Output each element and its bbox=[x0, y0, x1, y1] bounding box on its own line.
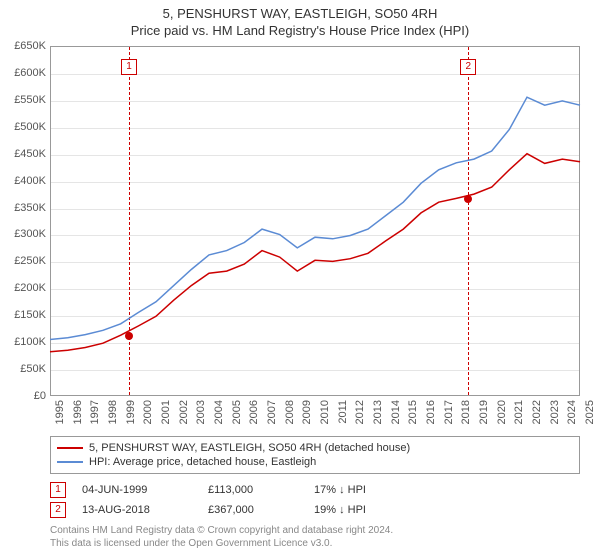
x-axis-label: 2005 bbox=[231, 400, 243, 424]
sales-row-price: £367,000 bbox=[208, 504, 298, 516]
x-axis-label: 2013 bbox=[372, 400, 384, 424]
y-axis-label: £0 bbox=[0, 390, 46, 402]
legend-row: 5, PENSHURST WAY, EASTLEIGH, SO50 4RH (d… bbox=[57, 441, 573, 455]
y-axis-label: £400K bbox=[0, 175, 46, 187]
legend: 5, PENSHURST WAY, EASTLEIGH, SO50 4RH (d… bbox=[50, 436, 580, 474]
y-axis-label: £250K bbox=[0, 255, 46, 267]
sales-row: 2 13-AUG-2018 £367,000 19% ↓ HPI bbox=[50, 500, 580, 520]
series-hpi bbox=[50, 97, 580, 339]
x-axis-label: 2015 bbox=[407, 400, 419, 424]
x-axis-label: 2021 bbox=[513, 400, 525, 424]
chart-svg bbox=[50, 46, 580, 396]
sales-row-diff: 17% ↓ HPI bbox=[314, 484, 424, 496]
y-axis-label: £500K bbox=[0, 121, 46, 133]
x-axis-label: 2017 bbox=[443, 400, 455, 424]
x-axis-label: 2023 bbox=[549, 400, 561, 424]
x-axis-label: 1997 bbox=[89, 400, 101, 424]
y-axis-label: £200K bbox=[0, 282, 46, 294]
x-axis-label: 2018 bbox=[460, 400, 472, 424]
x-axis-label: 2012 bbox=[354, 400, 366, 424]
x-axis-label: 2008 bbox=[284, 400, 296, 424]
x-axis-label: 2022 bbox=[531, 400, 543, 424]
x-axis-label: 2014 bbox=[390, 400, 402, 424]
x-axis-label: 2000 bbox=[142, 400, 154, 424]
attribution: Contains HM Land Registry data © Crown c… bbox=[50, 524, 580, 550]
sales-row-price: £113,000 bbox=[208, 484, 298, 496]
series-price_paid bbox=[50, 154, 580, 352]
y-axis-label: £350K bbox=[0, 202, 46, 214]
sales-row-date: 04-JUN-1999 bbox=[82, 484, 192, 496]
x-axis-label: 2010 bbox=[319, 400, 331, 424]
sales-row-diff: 19% ↓ HPI bbox=[314, 504, 424, 516]
y-axis-label: £150K bbox=[0, 309, 46, 321]
legend-row: HPI: Average price, detached house, East… bbox=[57, 455, 573, 469]
y-axis-label: £600K bbox=[0, 67, 46, 79]
y-axis-label: £450K bbox=[0, 148, 46, 160]
x-axis-label: 2019 bbox=[478, 400, 490, 424]
y-axis-label: £100K bbox=[0, 336, 46, 348]
legend-label: HPI: Average price, detached house, East… bbox=[89, 456, 316, 468]
x-axis-label: 1996 bbox=[72, 400, 84, 424]
x-axis-label: 2007 bbox=[266, 400, 278, 424]
sales-row-num: 2 bbox=[50, 502, 66, 518]
legend-label: 5, PENSHURST WAY, EASTLEIGH, SO50 4RH (d… bbox=[89, 442, 410, 454]
x-axis-label: 2020 bbox=[496, 400, 508, 424]
chart-container: 5, PENSHURST WAY, EASTLEIGH, SO50 4RH Pr… bbox=[0, 0, 600, 560]
x-axis-label: 2002 bbox=[178, 400, 190, 424]
chart-area: 12 £0£50K£100K£150K£200K£250K£300K£350K£… bbox=[50, 46, 580, 396]
sales-table: 1 04-JUN-1999 £113,000 17% ↓ HPI 2 13-AUG-201… bbox=[50, 480, 580, 520]
legend-swatch bbox=[57, 447, 83, 449]
x-axis-label: 2009 bbox=[301, 400, 313, 424]
x-axis-label: 2016 bbox=[425, 400, 437, 424]
sales-row: 1 04-JUN-1999 £113,000 17% ↓ HPI bbox=[50, 480, 580, 500]
x-axis-label: 2011 bbox=[337, 400, 349, 424]
x-axis-label: 1995 bbox=[54, 400, 66, 424]
page-subtitle: Price paid vs. HM Land Registry's House … bbox=[0, 21, 600, 38]
y-axis-label: £300K bbox=[0, 228, 46, 240]
y-axis-label: £50K bbox=[0, 363, 46, 375]
x-axis-label: 2024 bbox=[566, 400, 578, 424]
page-title: 5, PENSHURST WAY, EASTLEIGH, SO50 4RH bbox=[0, 0, 600, 21]
sales-row-num: 1 bbox=[50, 482, 66, 498]
x-axis-label: 2025 bbox=[584, 400, 596, 424]
y-axis-label: £550K bbox=[0, 94, 46, 106]
attribution-line-1: Contains HM Land Registry data © Crown c… bbox=[50, 524, 580, 537]
sales-row-date: 13-AUG-2018 bbox=[82, 504, 192, 516]
x-axis-label: 2001 bbox=[160, 400, 172, 424]
x-axis-label: 1998 bbox=[107, 400, 119, 424]
x-axis-label: 1999 bbox=[125, 400, 137, 424]
attribution-line-2: This data is licensed under the Open Gov… bbox=[50, 537, 580, 550]
x-axis-label: 2004 bbox=[213, 400, 225, 424]
x-axis-label: 2003 bbox=[195, 400, 207, 424]
x-axis-label: 2006 bbox=[248, 400, 260, 424]
y-axis-label: £650K bbox=[0, 40, 46, 52]
legend-swatch bbox=[57, 461, 83, 463]
